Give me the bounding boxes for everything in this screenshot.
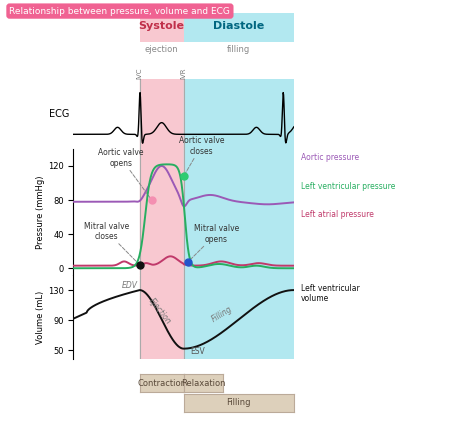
Text: ejection: ejection	[145, 46, 178, 54]
Text: Ejection: Ejection	[146, 296, 173, 326]
Text: Aortic valve
closes: Aortic valve closes	[179, 136, 224, 176]
Text: Left ventricular
volume: Left ventricular volume	[301, 284, 360, 303]
Text: Aortic pressure: Aortic pressure	[301, 153, 359, 162]
Text: IVC: IVC	[137, 67, 143, 79]
Bar	[184, 79, 294, 149]
Text: Relaxation: Relaxation	[181, 379, 226, 388]
Bar	[139, 149, 183, 275]
Bar	[184, 149, 294, 275]
Text: Mitral valve
closes: Mitral valve closes	[84, 222, 139, 265]
Text: filling: filling	[227, 46, 250, 54]
Text: EDV: EDV	[121, 281, 137, 290]
Y-axis label: Pressure (mmHg): Pressure (mmHg)	[36, 175, 45, 249]
Text: Filling: Filling	[227, 399, 251, 407]
Text: Left ventricular pressure: Left ventricular pressure	[301, 182, 395, 191]
Text: Left atrial pressure: Left atrial pressure	[301, 210, 374, 219]
Bar	[184, 275, 294, 359]
Bar	[139, 275, 183, 359]
Text: ESV: ESV	[190, 347, 205, 356]
Bar	[139, 79, 183, 149]
Text: Systole: Systole	[138, 21, 185, 31]
Text: Mitral valve
opens: Mitral valve opens	[188, 224, 239, 262]
Text: ECG: ECG	[49, 109, 69, 119]
Text: Filling: Filling	[210, 304, 234, 324]
Text: Contraction: Contraction	[137, 379, 186, 388]
Text: Relationship between pressure, volume and ECG: Relationship between pressure, volume an…	[9, 7, 230, 16]
Text: IVR: IVR	[181, 67, 187, 79]
Y-axis label: Volume (mL): Volume (mL)	[36, 290, 45, 344]
Text: Aortic valve
opens: Aortic valve opens	[98, 148, 152, 200]
Text: Diastole: Diastole	[213, 21, 264, 31]
